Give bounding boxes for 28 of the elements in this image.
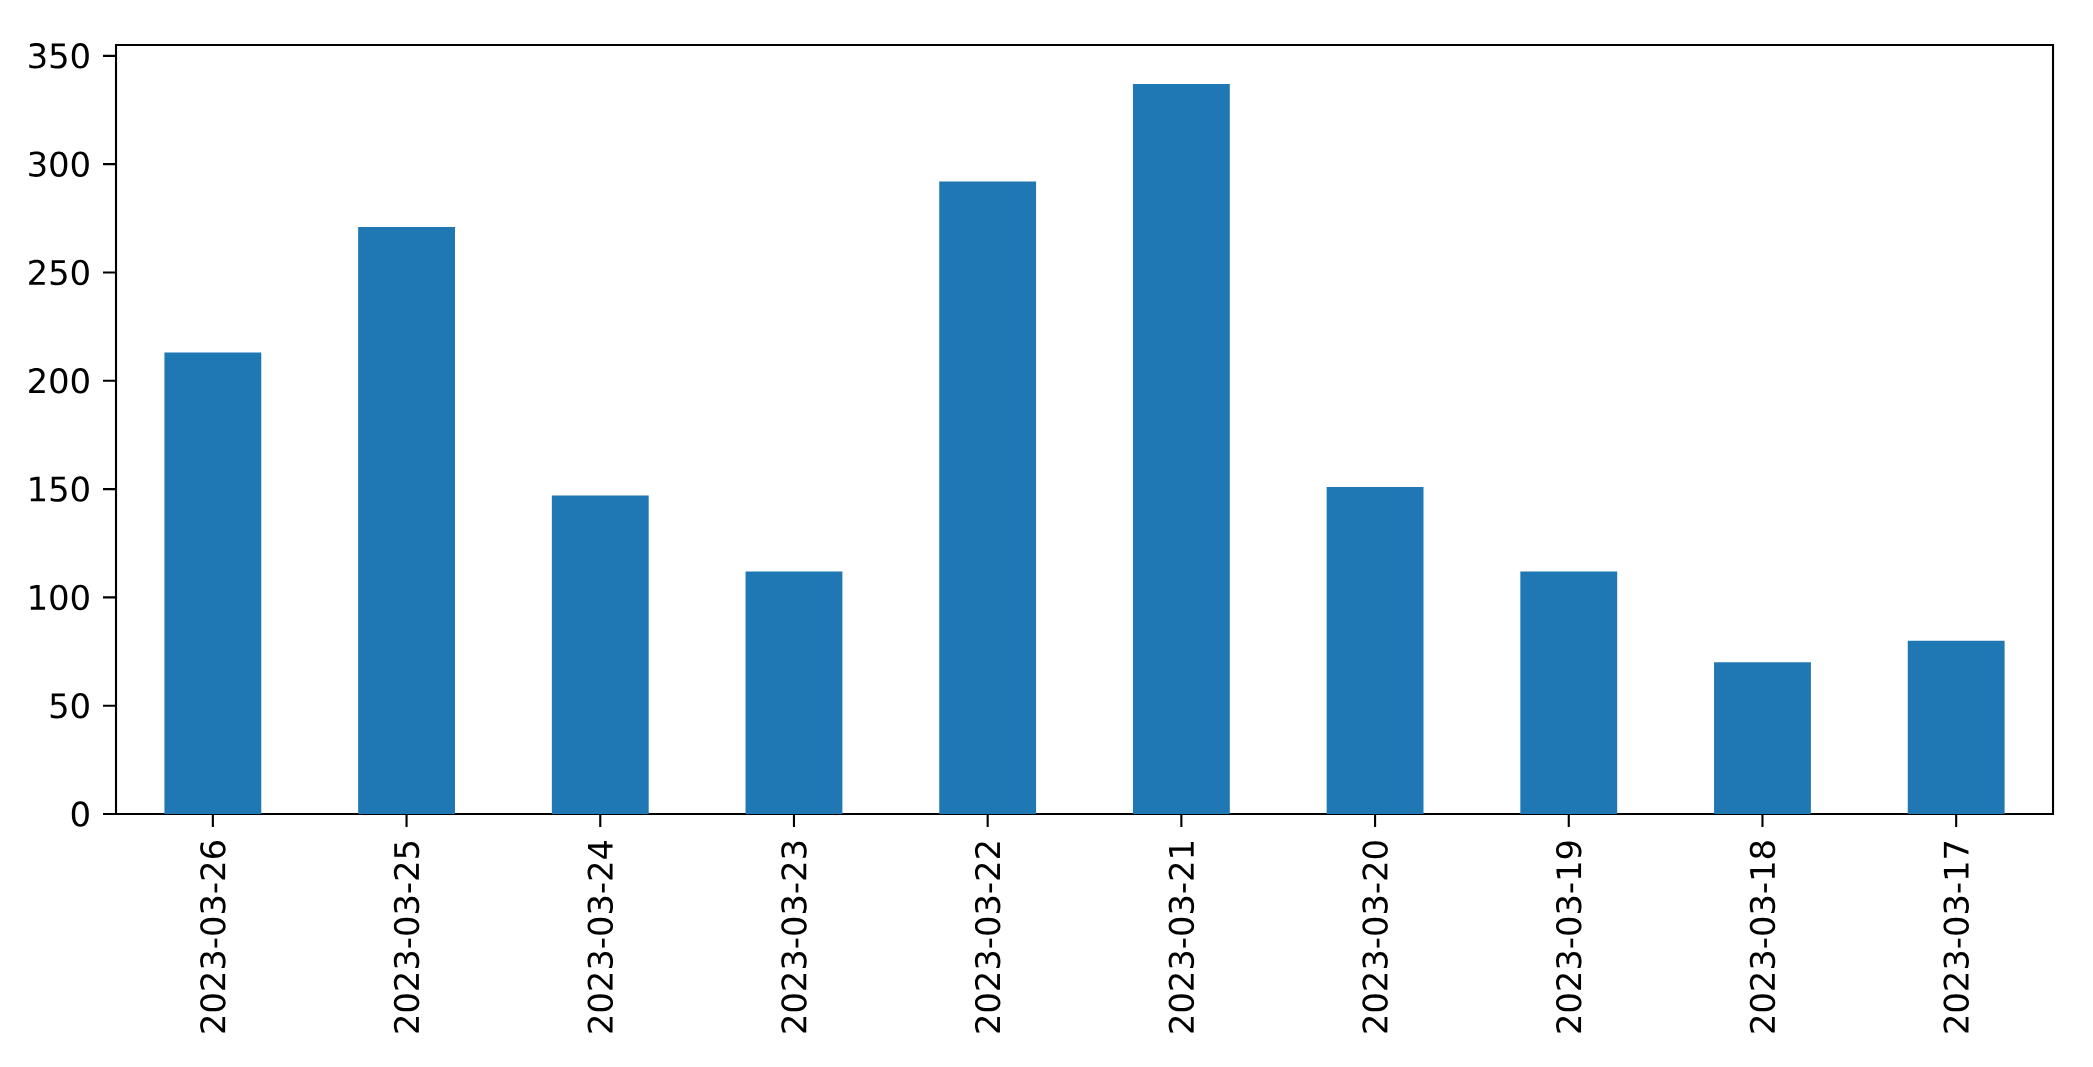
x-tick-label: 2023-03-23 — [781, 841, 807, 1033]
x-tick-label: 2023-03-26 — [200, 841, 226, 1033]
y-tick-label: 250 — [29, 259, 89, 286]
bar — [358, 226, 455, 814]
x-tick-label: 2023-03-22 — [974, 842, 1001, 1033]
bar — [939, 181, 1037, 814]
bar — [1132, 83, 1230, 814]
bar — [1326, 486, 1424, 814]
x-tick-label: 2023-03-24 — [587, 840, 614, 1033]
x-tick-label: 2023-03-18 — [1749, 841, 1776, 1033]
bar — [1907, 640, 2005, 814]
x-tick-label: 2023-03-21 — [1168, 842, 1195, 1033]
y-tick-label: 150 — [30, 476, 89, 502]
bar — [745, 571, 843, 814]
bar — [1714, 662, 1811, 814]
x-tick-label: 2023-03-17 — [1943, 841, 1969, 1033]
x-tick-label: 2023-03-20 — [1362, 841, 1388, 1033]
y-tick-label: 0 — [71, 801, 89, 827]
y-tick-label: 300 — [29, 151, 89, 177]
y-tick-label: 350 — [29, 43, 89, 69]
y-tick-label: 100 — [30, 584, 89, 611]
x-tick-label: 2023-03-25 — [393, 841, 420, 1033]
bar — [1520, 571, 1618, 814]
bar — [164, 352, 262, 814]
y-tick-label: 200 — [29, 368, 89, 394]
bar — [551, 495, 649, 814]
y-tick-label: 50 — [50, 692, 89, 719]
x-tick-label: 2023-03-19 — [1556, 841, 1582, 1033]
